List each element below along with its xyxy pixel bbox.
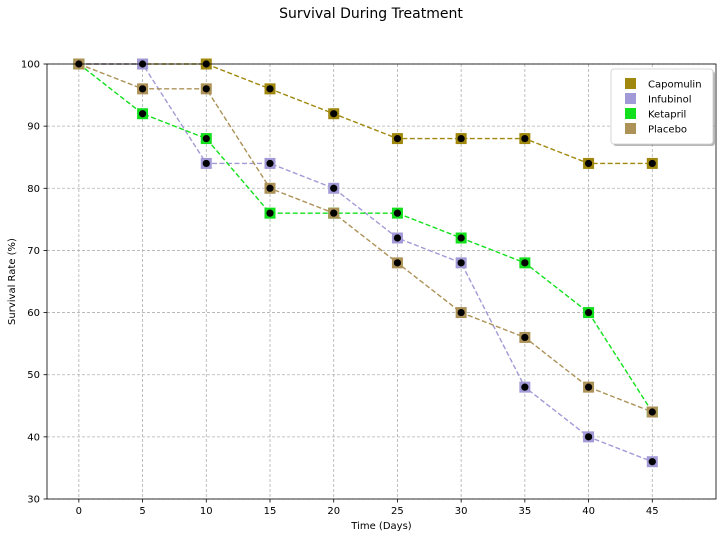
data-point [521, 134, 529, 143]
legend-entry: Capomulin [648, 80, 702, 91]
x-tick-label: 45 [646, 506, 659, 517]
plot-frame [46, 63, 717, 500]
data-point [393, 134, 402, 143]
data-point [584, 433, 593, 441]
series-line [78, 63, 653, 413]
series-line [78, 63, 653, 413]
data-point [393, 234, 402, 242]
data-point [457, 134, 465, 143]
x-axis: 0 5 10 15 20 25 30 35 40 45 [76, 499, 659, 517]
data-point [393, 259, 402, 267]
legend-swatch [625, 123, 636, 134]
series-ketapril [73, 58, 658, 418]
x-tick-label: 10 [200, 506, 213, 517]
data-point [202, 159, 210, 168]
chart-title: Survival During Treatment [279, 6, 463, 22]
y-axis: 30 40 50 60 70 80 90 100 [21, 60, 47, 506]
data-point [648, 458, 656, 466]
series-layer [73, 58, 658, 468]
data-point [202, 134, 210, 143]
legend-entry: Infubinol [648, 95, 692, 106]
data-point [202, 85, 210, 93]
x-axis-label: Time (Days) [350, 521, 412, 532]
x-tick-label: 35 [518, 506, 531, 517]
data-point [330, 184, 338, 192]
data-point [266, 159, 274, 168]
data-point [457, 259, 465, 267]
data-point [521, 333, 529, 342]
legend-entry: Ketapril [648, 110, 686, 121]
x-tick-label: 0 [76, 506, 82, 517]
data-point [584, 383, 593, 391]
series-placebo [73, 58, 658, 418]
y-tick-label: 100 [21, 60, 40, 71]
data-point [266, 184, 274, 192]
y-tick-label: 30 [27, 495, 40, 506]
legend-entry: Placebo [648, 125, 687, 136]
x-tick-label: 25 [391, 506, 404, 517]
data-point [648, 159, 656, 168]
y-axis-label: Survival Rate (%) [7, 238, 18, 325]
data-point [330, 110, 338, 118]
x-tick-label: 5 [139, 506, 145, 517]
legend-swatch [625, 78, 636, 89]
x-tick-label: 30 [455, 506, 468, 517]
y-tick-label: 80 [27, 184, 40, 195]
y-tick-label: 40 [27, 432, 40, 443]
series-infubinol [73, 58, 658, 468]
data-point [457, 234, 465, 242]
data-point [393, 209, 402, 217]
legend-swatch [625, 108, 636, 119]
data-point [266, 209, 274, 217]
legend: Capomulin Infubinol Ketapril Placebo [610, 68, 715, 146]
data-point [521, 259, 529, 267]
y-tick-label: 50 [27, 370, 40, 381]
series-line [78, 63, 653, 165]
y-tick-label: 70 [27, 246, 40, 257]
data-point [584, 308, 593, 317]
data-point [521, 383, 529, 391]
data-point [457, 308, 465, 317]
data-point [330, 209, 338, 217]
legend-box [610, 68, 714, 145]
series-line [78, 63, 653, 463]
data-point [266, 85, 274, 93]
data-point [138, 110, 147, 118]
x-tick-label: 20 [327, 506, 340, 517]
legend-swatch [625, 93, 636, 104]
y-tick-label: 60 [27, 308, 40, 319]
series-capomulin [73, 58, 658, 169]
x-tick-label: 40 [582, 506, 595, 517]
x-tick-label: 15 [264, 506, 277, 517]
data-point [138, 85, 147, 93]
data-point [648, 408, 656, 416]
y-tick-label: 90 [27, 122, 40, 133]
data-point [584, 159, 593, 168]
